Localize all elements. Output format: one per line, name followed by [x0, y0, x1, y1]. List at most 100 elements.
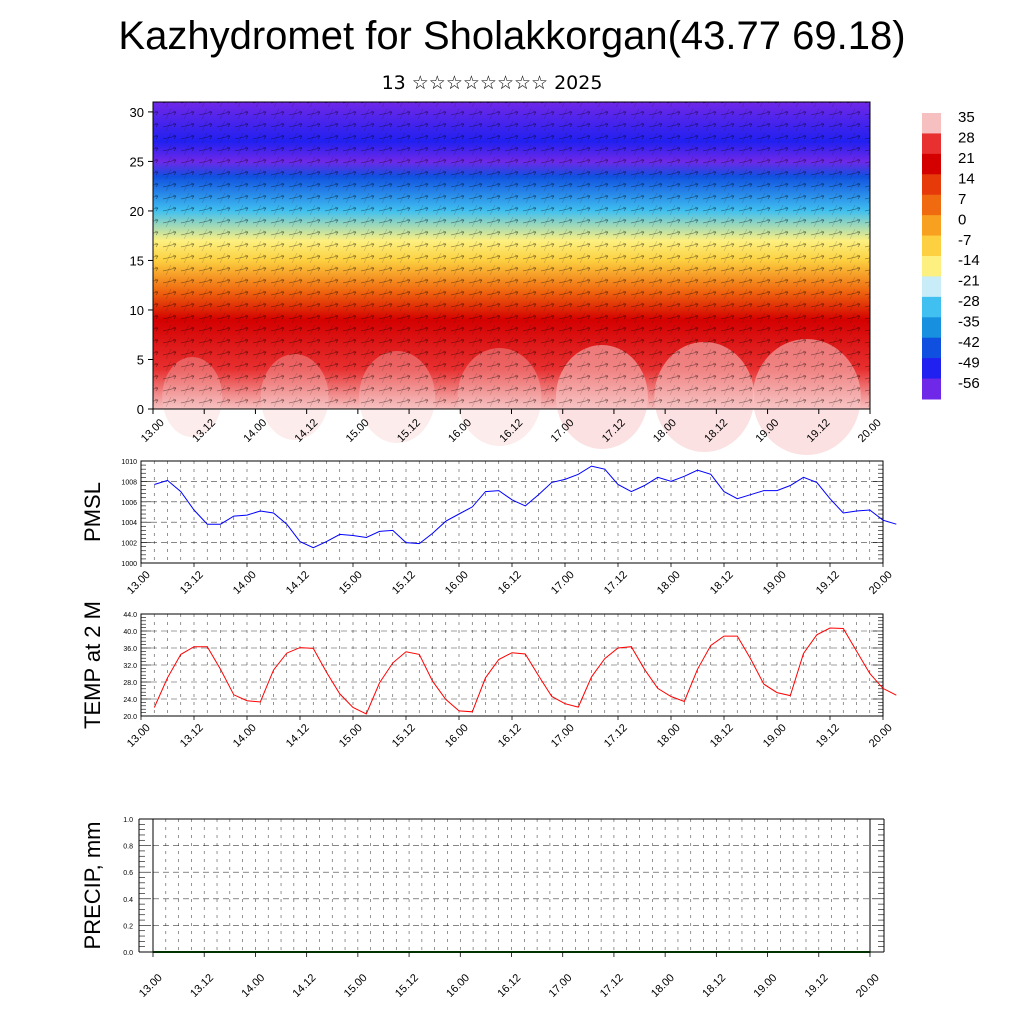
xtick-label-4: 15.00 — [342, 972, 370, 1000]
colorbar-label-8: -21 — [958, 273, 980, 290]
xtick-label-8: 17.00 — [549, 569, 577, 597]
colorbar-label-1: 28 — [958, 130, 975, 147]
xtick-label-9: 17.12 — [602, 569, 630, 597]
colorbar-label-12: -49 — [958, 354, 980, 371]
xtick-label-9: 17.12 — [598, 972, 626, 1000]
colorbar-label-0: 35 — [958, 109, 975, 126]
heatmap-xtick-label-14: 20.00 — [856, 417, 884, 445]
colorbar-swatch-4 — [922, 194, 941, 216]
colorbar-label-9: -28 — [958, 293, 980, 310]
xtick-label-8: 17.00 — [547, 972, 575, 1000]
ytick-label-0: 20.0 — [123, 714, 137, 721]
ytick-label-4: 0.8 — [123, 844, 133, 851]
xtick-label-12: 19.00 — [751, 972, 779, 1000]
xtick-label-3: 14.12 — [284, 569, 312, 597]
colorbar-swatch-7 — [922, 256, 941, 277]
xtick-label-3: 14.12 — [291, 972, 319, 1000]
xtick-label-2: 14.00 — [239, 972, 267, 1000]
colorbar-label-13: -56 — [958, 375, 980, 392]
heatmap-xtick-label-0: 13.00 — [139, 417, 167, 445]
ytick-label-6: 44.0 — [123, 612, 137, 619]
ytick-label-3: 1006 — [121, 500, 137, 507]
xtick-label-6: 16.00 — [443, 569, 471, 597]
ytick-label-2: 0.4 — [123, 897, 133, 904]
xtick-label-0: 13.00 — [125, 722, 153, 750]
xtick-label-7: 16.12 — [496, 722, 524, 750]
colorbar-label-11: -42 — [958, 334, 980, 351]
colorbar-label-2: 21 — [958, 150, 975, 167]
page-title: Kazhydromet for Sholakkorgan(43.77 69.18… — [118, 14, 906, 58]
ytick-label-1: 1002 — [121, 541, 137, 548]
page-subtitle: 13 ☆☆☆☆☆☆☆☆ 2025 — [381, 72, 603, 94]
ytick-label-3: 32.0 — [123, 663, 137, 670]
xtick-label-6: 16.00 — [444, 972, 472, 1000]
colorbar-swatch-5 — [922, 215, 941, 237]
ytick-label-5: 40.0 — [123, 629, 137, 636]
xtick-label-14: 20.00 — [867, 722, 895, 750]
xtick-label-5: 15.12 — [393, 972, 421, 1000]
xtick-label-14: 20.00 — [854, 972, 882, 1000]
xtick-label-4: 15.00 — [337, 569, 365, 597]
ytick-label-2: 1004 — [121, 520, 137, 527]
colorbar-label-10: -35 — [958, 314, 980, 331]
xtick-label-14: 20.00 — [867, 569, 895, 597]
pmsl-panel: 1000 1002 1004 1006 1008 1010 13.00 13.12 14.00 1… — [80, 459, 897, 597]
xtick-label-13: 19.12 — [814, 569, 842, 597]
heatmap-ytick-label-6: 30 — [130, 105, 144, 120]
xtick-label-1: 13.12 — [188, 972, 216, 1000]
xtick-label-2: 14.00 — [231, 722, 259, 750]
ytick-label-5: 1010 — [121, 459, 137, 466]
colorbar: 35 28 21 14 7 0 -7 -14 -21 -28 -35 -42 -49 -56 — [922, 109, 980, 400]
colorbar-swatch-13 — [922, 378, 941, 400]
xtick-label-2: 14.00 — [231, 569, 259, 597]
heatmap-xtick-label-2: 14.00 — [241, 417, 269, 445]
xtick-label-5: 15.12 — [390, 722, 418, 750]
xtick-label-10: 18.00 — [655, 569, 683, 597]
precip-ylabel: PRECIP, mm — [80, 822, 105, 950]
xtick-label-9: 17.12 — [602, 722, 630, 750]
ytick-label-0: 1000 — [121, 561, 137, 568]
ytick-label-1: 0.2 — [123, 923, 133, 930]
colorbar-swatch-6 — [922, 235, 941, 257]
heatmap-ytick-label-1: 5 — [137, 352, 144, 367]
xtick-label-10: 18.00 — [655, 722, 683, 750]
ytick-label-4: 1008 — [121, 479, 137, 486]
ytick-label-4: 36.0 — [123, 646, 137, 653]
xtick-label-5: 15.12 — [390, 569, 418, 597]
ytick-label-2: 28.0 — [123, 680, 137, 687]
heatmap-ytick-label-3: 15 — [130, 253, 144, 268]
temp-ylabel: TEMP at 2 M — [80, 601, 105, 729]
heatmap-ytick-label-5: 25 — [130, 154, 144, 169]
colorbar-label-3: 14 — [958, 171, 975, 188]
colorbar-swatch-10 — [922, 317, 941, 339]
ytick-label-5: 1.0 — [123, 817, 133, 824]
colorbar-swatch-3 — [922, 174, 941, 196]
xtick-label-12: 19.00 — [761, 722, 789, 750]
colorbar-label-4: 7 — [958, 191, 966, 208]
temp-panel: 20.0 24.0 28.0 32.0 36.0 40.0 44.0 13.00 13.12 14… — [80, 601, 897, 750]
xtick-label-6: 16.00 — [443, 722, 471, 750]
xtick-label-0: 13.00 — [125, 569, 153, 597]
heatmap-ytick-label-4: 20 — [130, 204, 144, 219]
pmsl-ylabel: PMSL — [80, 482, 105, 542]
colorbar-swatch-2 — [922, 153, 941, 175]
xtick-label-13: 19.12 — [803, 972, 831, 1000]
xtick-label-12: 19.00 — [761, 569, 789, 597]
xtick-label-7: 16.12 — [495, 972, 523, 1000]
xtick-label-11: 18.12 — [708, 722, 736, 750]
xtick-label-13: 19.12 — [814, 722, 842, 750]
colorbar-label-6: -7 — [958, 232, 971, 249]
xtick-label-1: 13.12 — [178, 722, 206, 750]
heatmap-ytick-label-0: 0 — [137, 402, 144, 417]
xtick-label-0: 13.00 — [137, 972, 165, 1000]
xtick-label-7: 16.12 — [496, 569, 524, 597]
colorbar-swatch-9 — [922, 296, 941, 318]
ytick-label-3: 0.6 — [123, 870, 133, 877]
xtick-label-11: 18.12 — [708, 569, 736, 597]
colorbar-label-7: -14 — [958, 252, 980, 269]
wind-vectors — [153, 102, 870, 409]
xtick-label-10: 18.00 — [649, 972, 677, 1000]
ytick-label-0: 0.0 — [123, 950, 133, 957]
